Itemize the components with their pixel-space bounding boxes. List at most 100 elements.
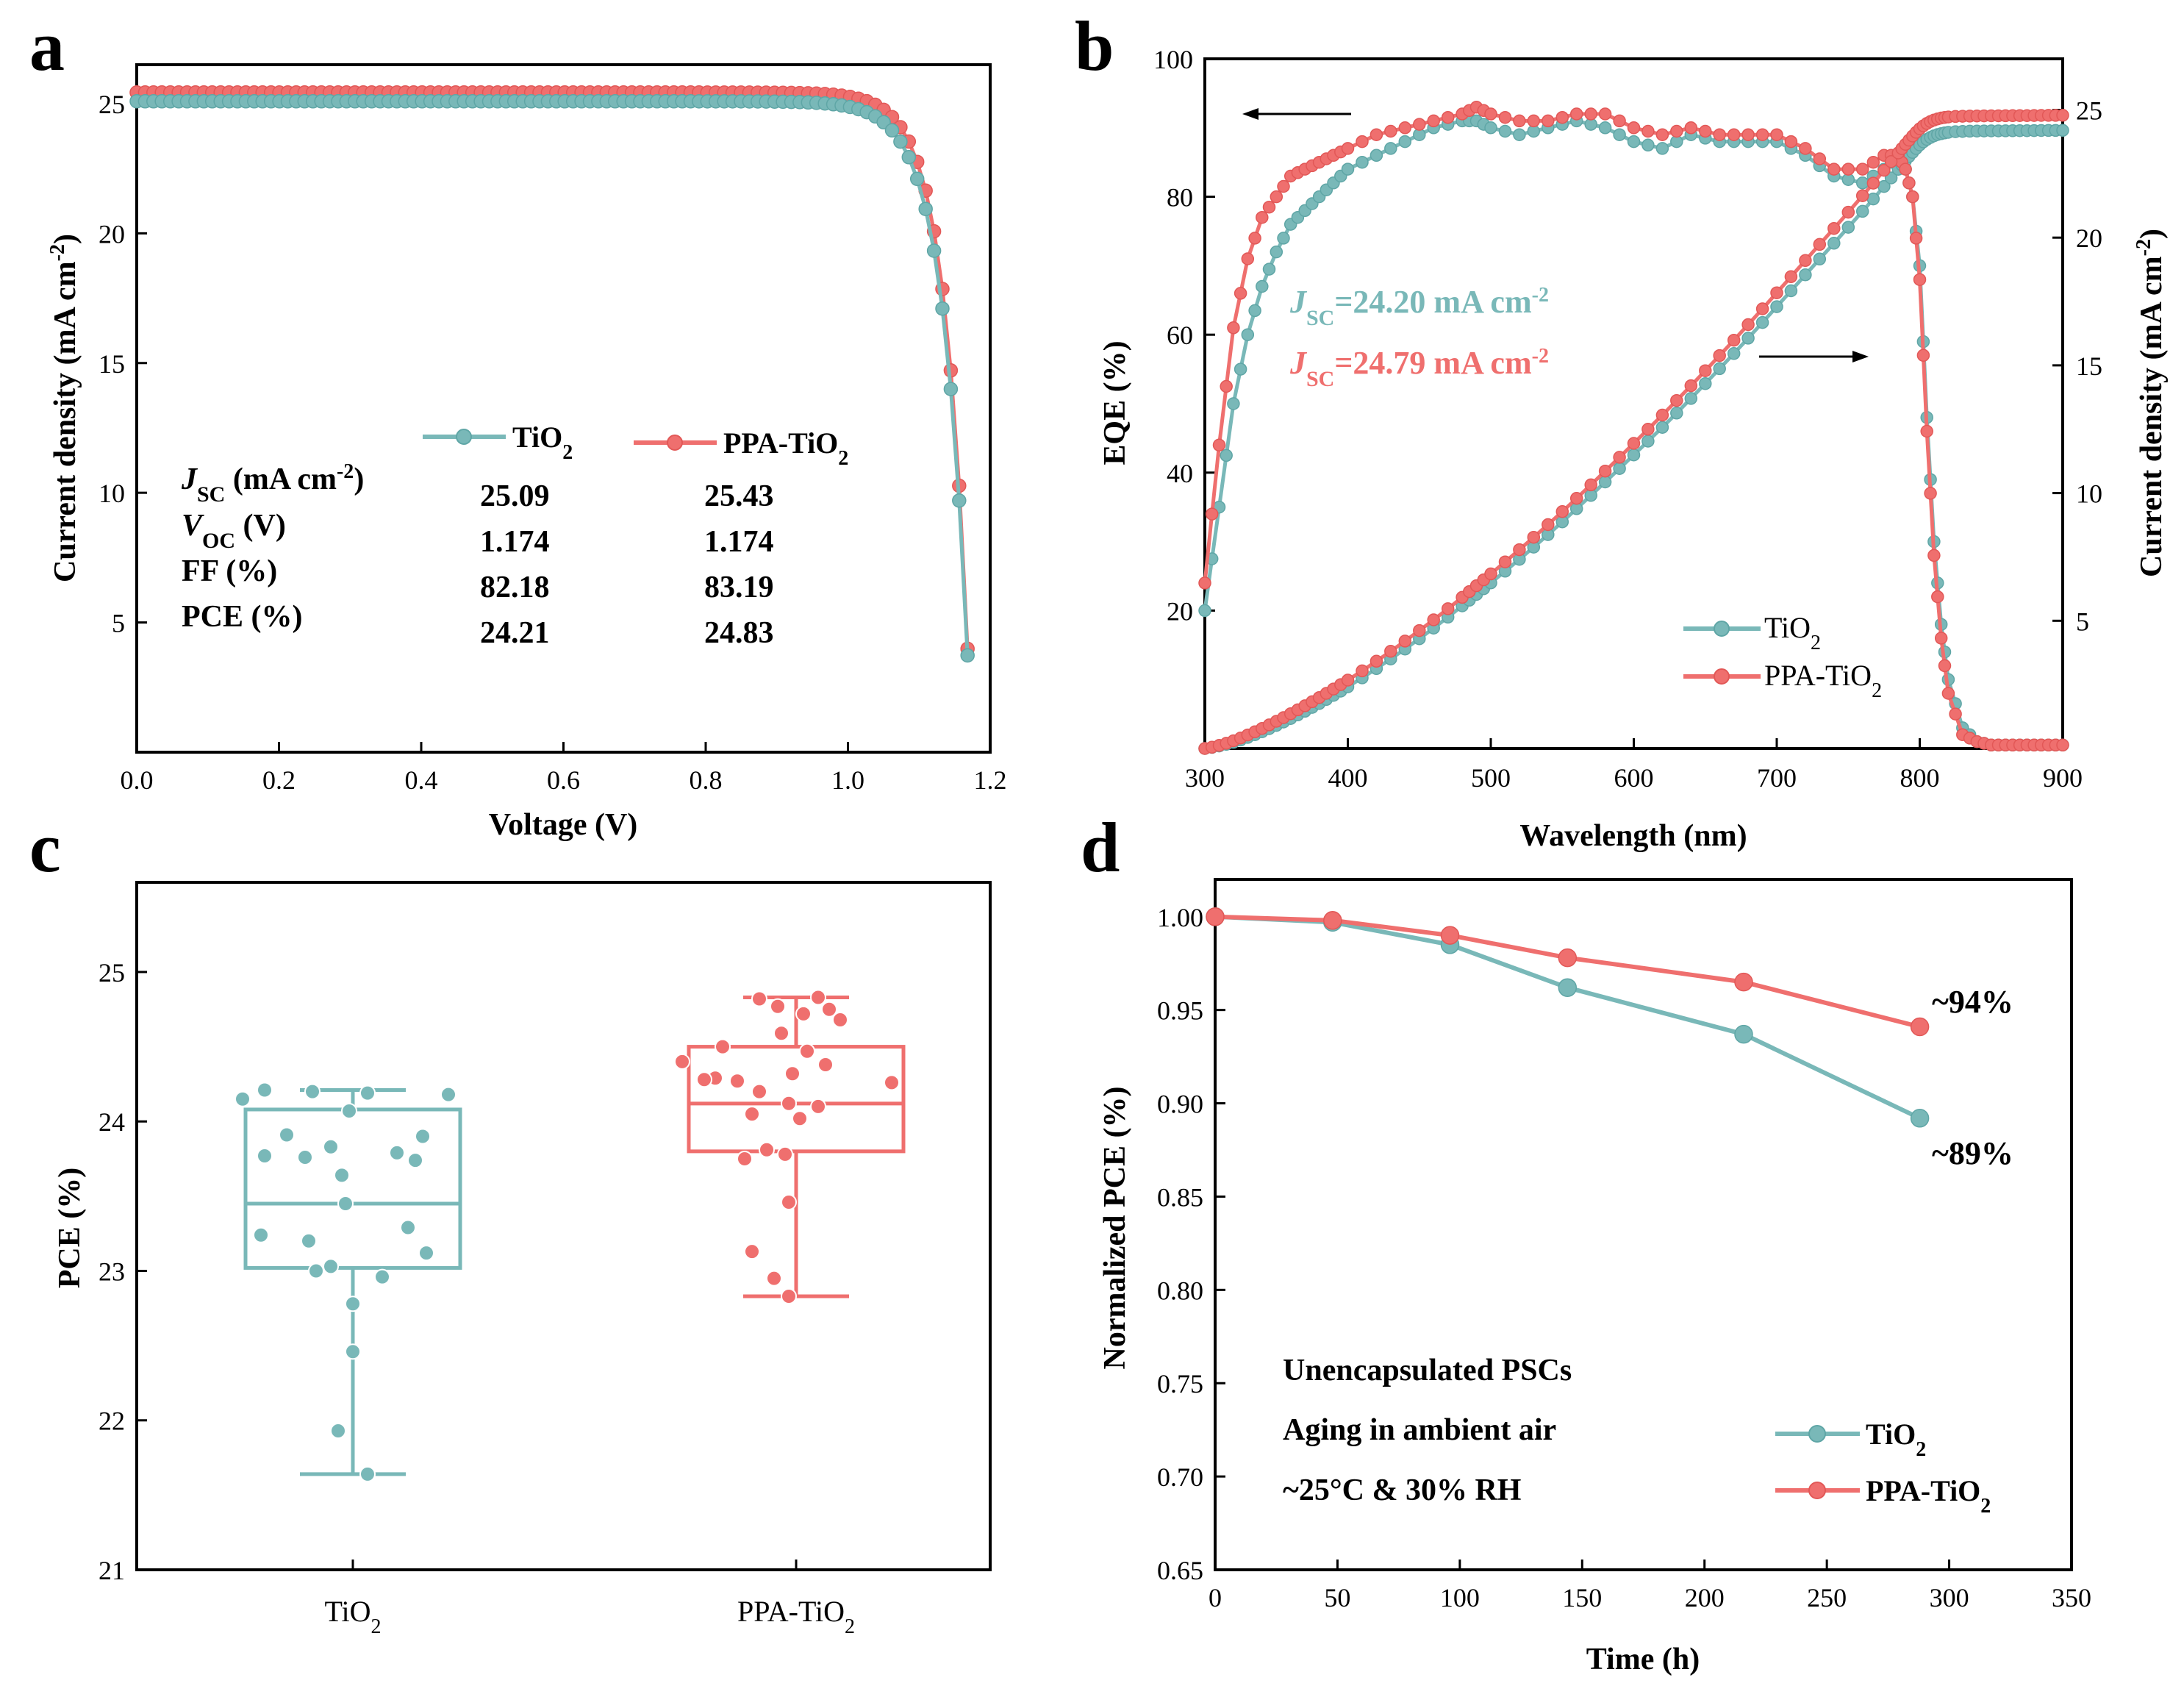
series-ppa-tio2-eqe-point (1670, 124, 1683, 138)
panel-d-x-tick-label: 0 (1209, 1583, 1222, 1612)
series-ppa-tio2-eqe-point (1784, 135, 1798, 149)
series-ppa-tio2-eqe-point (1205, 507, 1219, 521)
panel-c-y-tick-label: 23 (99, 1257, 125, 1286)
panel-b-legend: TiO2 PPA-TiO2 (1683, 611, 1882, 702)
panel-b-right-y-tick-label: 5 (2076, 607, 2089, 636)
series-tio2-point (926, 243, 942, 258)
series-tio2-jsc-point (1866, 192, 1880, 206)
series-tio2-jsc-point (1855, 204, 1869, 218)
panel-d-legend: TiO2 PPA-TiO2 (1775, 1418, 1991, 1518)
box-tio2-point (279, 1126, 295, 1143)
panel-d-x-tick-label: 50 (1324, 1583, 1350, 1612)
box-ppa-tio2-point (821, 1001, 837, 1018)
panel-a-x-tick-label: 0.2 (262, 765, 296, 795)
series-tio2-eqe-point (1384, 142, 1397, 155)
series-ppa-tio2 (1206, 907, 1930, 1037)
series-tio2-point (884, 123, 900, 138)
series-tio2-eqe-point (1655, 142, 1669, 155)
panel-d-x-tick-label: 250 (1807, 1583, 1847, 1612)
box-ppa-tio2-point (810, 1098, 826, 1115)
series-ppa-tio2-eqe-point (1427, 114, 1440, 128)
box-tio2-point (297, 1149, 313, 1165)
series-tio2-eqe-point (1513, 128, 1526, 141)
series-ppa-tio2-eqe-point (1198, 576, 1211, 590)
series-tio2-eqe-point (1277, 232, 1290, 245)
panel-b-left-y-tick-label: 40 (1167, 459, 1193, 488)
series-tio2-jsc-point (1799, 268, 1812, 282)
series-tio2-eqe-line (1203, 118, 2063, 747)
series-ppa-tio2-eqe-point (1941, 687, 1955, 700)
box-tio2-point (389, 1144, 405, 1161)
panel-d-y-tick-label: 0.90 (1157, 1090, 1203, 1119)
panel-c-y-tick-label: 21 (99, 1556, 125, 1585)
series-ppa-tio2-eqe-point (1277, 179, 1290, 193)
panel-d-y-label: Normalized PCE (%) (1098, 1087, 1132, 1370)
series-tio2-eqe-point (1234, 362, 1247, 376)
panel-b-x-label: Wavelength (nm) (1519, 819, 1747, 853)
box-tio2-point (341, 1103, 357, 1119)
panel-a-axes: 0.0 0.2 0.4 0.6 0.8 1.0 1.2 5 10 15 20 25 (99, 90, 1007, 795)
box-ppa-tio2-point (770, 998, 786, 1015)
series-tio2-jsc-point (1655, 421, 1669, 434)
panel-b-right-y-tick-label: 20 (2076, 224, 2102, 253)
series-tio2-point (935, 301, 950, 316)
box-ppa-tio2-point (737, 1151, 753, 1167)
series-ppa-tio2-eqe-point (1655, 128, 1669, 141)
panel-c-series (234, 989, 906, 1482)
box-ppa-tio2-point (884, 1074, 900, 1091)
table-ppa-ff: 83.19 (704, 571, 774, 604)
series-tio2-point (909, 171, 925, 187)
series-ppa-tio2-eqe-line (1203, 104, 2063, 747)
panel-b-left-y-tick-label: 100 (1153, 45, 1193, 74)
panel-d-annotation-3: ~25°C & 30% RH (1283, 1473, 1521, 1507)
panel-b-x-tick-label: 500 (1471, 763, 1511, 793)
series-tio2 (1206, 907, 1930, 1128)
panel-d-y-tick-label: 0.80 (1157, 1276, 1203, 1305)
series-ppa-tio2-point (1910, 1017, 1930, 1037)
series-tio2-line (1214, 914, 1921, 1121)
series-ppa-tio2-jsc-point (1413, 624, 1426, 637)
series-ppa-tio2-eqe-point (1902, 176, 1916, 190)
series-ppa-tio2-jsc-point (1598, 464, 1612, 478)
legend-label-tio2: TiO2 (512, 421, 573, 464)
legend-marker-tio2 (1714, 621, 1730, 637)
series-ppa-tio2-eqe-point (1441, 110, 1455, 124)
panel-a-x-tick-label: 0.6 (547, 765, 580, 795)
series-ppa-tio2-jsc-point (1555, 505, 1569, 518)
series-ppa-tio2-eqe-point (1938, 659, 1952, 673)
series-tio2-eqe-point (1220, 449, 1233, 462)
table-tio2-ff: 82.18 (480, 571, 550, 604)
series-ppa-tio2-eqe-point (1727, 128, 1741, 141)
box-tio2-point (345, 1343, 361, 1360)
panel-b-left-y-tick-label: 20 (1167, 596, 1193, 626)
box-ppa-tio2-point (744, 1106, 760, 1123)
series-ppa-tio2-jsc-point (1727, 333, 1741, 347)
series-tio2-point (952, 493, 967, 508)
panel-a-x-tick-label: 1.2 (974, 765, 1007, 795)
series-ppa-tio2-eqe-point (1356, 135, 1369, 149)
series-tio2-eqe-point (1498, 124, 1512, 138)
panel-d-x-tick-label: 300 (1930, 1583, 1969, 1612)
panel-a-x-label: Voltage (V) (489, 808, 638, 842)
panel-b-right-y-tick-label: 10 (2076, 479, 2102, 509)
box-ppa-tio2-point (781, 1288, 797, 1304)
series-ppa-tio2-eqe-point (1484, 107, 1497, 121)
series-tio2-jsc-point (1713, 362, 1726, 376)
series-tio2-point (901, 150, 917, 165)
box-tio2 (234, 1082, 462, 1482)
series-ppa-tio2-jsc-point (1799, 254, 1812, 268)
series-ppa-tio2-eqe-point (1949, 707, 1962, 721)
series-ppa-tio2-eqe (1198, 100, 2069, 752)
legend-label-tio2: TiO2 (1866, 1418, 1926, 1461)
box-tio2-point (253, 1226, 269, 1243)
box-ppa-tio2-point (777, 1146, 793, 1162)
series-tio2-eqe-point (1398, 135, 1412, 149)
series-ppa-tio2-integrated-jsc (1198, 109, 2069, 755)
panel-b-left-y-tick-label: 80 (1167, 183, 1193, 212)
table-label-jsc: JSC (mA cm-2) (181, 460, 364, 507)
panel-d-y-tick-label: 0.75 (1157, 1369, 1203, 1398)
series-ppa-tio2-line (1214, 914, 1921, 1029)
series-ppa-tio2-eqe-point (1713, 128, 1726, 141)
panel-d-y-tick-label: 0.65 (1157, 1556, 1203, 1585)
box-tio2-point (359, 1085, 376, 1101)
